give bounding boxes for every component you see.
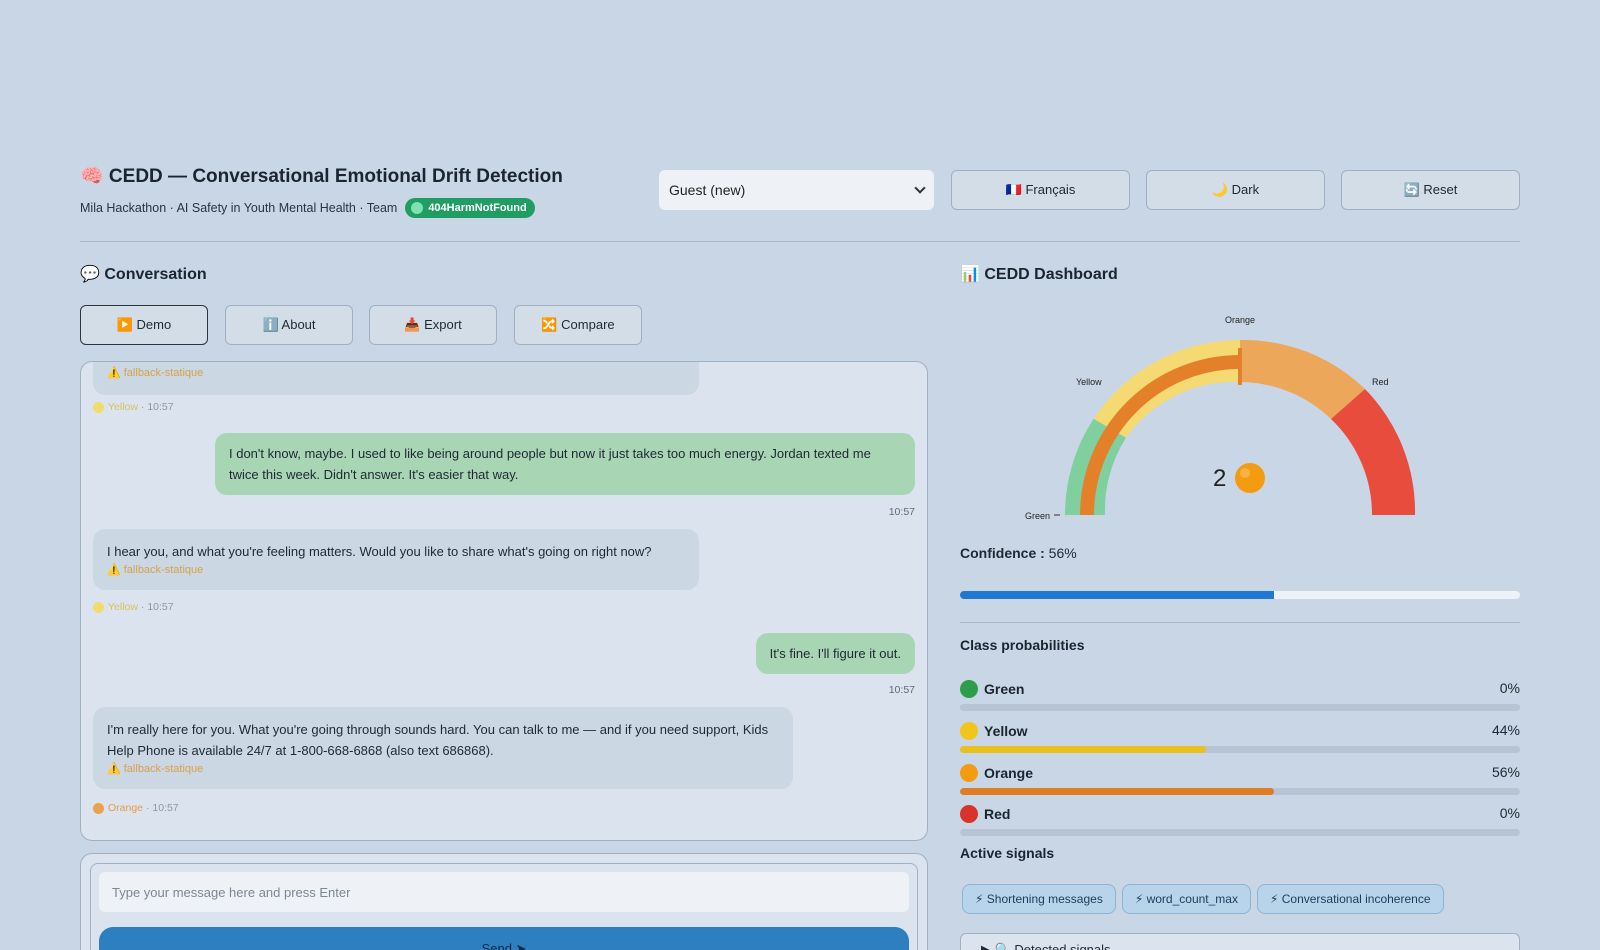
language-button[interactable]: 🇫🇷 Français [951, 170, 1130, 210]
risk-gauge: Green Yellow Orange Red 2 [1025, 315, 1416, 521]
prob-bar-fill [960, 746, 1207, 753]
orange-circle-highlight [1240, 468, 1250, 478]
conversation-title: 💬 Conversation [80, 266, 207, 283]
bot-message: I hear you, and what you're feeling matt… [93, 529, 699, 590]
gauge-label-yellow: Yellow [1076, 377, 1102, 387]
prob-bar [960, 746, 1520, 753]
detected-signals-accordion[interactable]: ▶ 🔍 Detected signals [960, 933, 1520, 950]
prob-label: Yellow [984, 723, 1028, 739]
prob-value: 0% [1499, 680, 1520, 696]
signal-list: ⚡ Shortening messages ⚡ word_count_max ⚡… [962, 884, 1444, 914]
message-time: 10:57 [152, 802, 179, 814]
confidence-text: Confidence : 56% [960, 545, 1077, 561]
confidence-value: 56% [1048, 545, 1077, 561]
prob-value: 0% [1499, 805, 1520, 821]
user-select[interactable]: Guest (new) [659, 170, 934, 210]
message-time: 10:57 [147, 601, 174, 613]
page-subtitle: Mila Hackathon · AI Safety in Youth Ment… [80, 198, 535, 218]
message-meta: Orange · 10:57 [93, 802, 179, 814]
prob-bar-fill [960, 788, 1274, 795]
prob-label: Green [984, 681, 1025, 697]
message-time: 10:57 [147, 401, 174, 413]
prob-label: Red [984, 806, 1011, 822]
team-badge-label: 404HarmNotFound [428, 202, 527, 214]
green-circle-icon [960, 680, 978, 698]
user-select-value: Guest (new) [669, 182, 746, 198]
prob-value: 56% [1491, 764, 1520, 780]
dashboard-title: 📊 CEDD Dashboard [960, 266, 1118, 283]
gauge-value: 2 [1213, 465, 1226, 492]
signal-chip: ⚡ Shortening messages [962, 884, 1116, 914]
orange-circle-icon [1235, 463, 1265, 493]
bot-message: I'm really here for you. What you're goi… [93, 707, 793, 789]
team-logo-icon [411, 202, 424, 214]
message-input[interactable] [99, 872, 909, 912]
tab-demo[interactable]: ▶️ Demo [80, 305, 208, 345]
user-message: I don't know, maybe. I used to like bein… [215, 433, 915, 495]
composer: Send ➤ [80, 853, 928, 950]
chat-panel[interactable]: ⚠️ fallback-statique Yellow · 10:57 I do… [80, 361, 928, 841]
signal-chip: ⚡ word_count_max [1121, 884, 1251, 914]
message-level: Orange [108, 802, 144, 814]
active-signals-title: Active signals [960, 845, 1055, 861]
prob-bar [960, 704, 1520, 711]
tab-about[interactable]: ℹ️ About [225, 305, 353, 345]
bot-message: ⚠️ fallback-statique [93, 362, 699, 395]
gauge-value-arc [1080, 355, 1241, 516]
signal-chip: ⚡ Conversational incoherence [1256, 884, 1444, 914]
chevron-down-icon [914, 182, 926, 194]
gauge-label-orange: Orange [1225, 315, 1255, 325]
prob-value: 44% [1491, 722, 1520, 738]
prob-bar [960, 788, 1520, 795]
app-header: 🧠 CEDD — Conversational Emotional Drift … [80, 160, 1520, 242]
composer-inner: Send ➤ [90, 863, 918, 950]
yellow-dot-icon [93, 601, 104, 613]
divider [960, 622, 1520, 623]
confidence-label: Confidence : [960, 545, 1045, 561]
page-title: 🧠 CEDD — Conversational Emotional Drift … [80, 166, 563, 187]
message-meta: Yellow · 10:57 [93, 401, 174, 413]
gauge-label-red: Red [1372, 377, 1389, 387]
message-time: 10:57 [888, 684, 915, 696]
user-message: It's fine. I'll figure it out. [755, 633, 915, 674]
subtitle-text: Mila Hackathon · AI Safety in Youth Ment… [80, 201, 398, 215]
message-meta: Yellow · 10:57 [93, 601, 174, 613]
class-probabilities-title: Class probabilities [960, 637, 1085, 653]
confidence-bar-fill [960, 591, 1274, 599]
gauge-zone-red [1331, 389, 1416, 515]
fallback-tag: ⚠️ fallback-statique [107, 763, 204, 775]
orange-dot-icon [93, 802, 104, 814]
gauge-label-green: Green [1025, 511, 1060, 521]
message-time: 10:57 [888, 506, 915, 518]
fallback-tag: ⚠️ fallback-statique [107, 367, 204, 379]
send-button[interactable]: Send ➤ [99, 927, 909, 950]
reset-button[interactable]: 🔄 Reset [1341, 170, 1520, 210]
orange-circle-icon [960, 764, 978, 782]
team-badge: 404HarmNotFound [405, 198, 535, 218]
gauge-label-green-text: Green [1025, 511, 1050, 521]
tab-export[interactable]: 📥 Export [369, 305, 497, 345]
message-level: Yellow [108, 401, 138, 413]
theme-button[interactable]: 🌙 Dark [1146, 170, 1325, 210]
gauge-zone-orange [1240, 339, 1365, 419]
confidence-bar [960, 591, 1520, 599]
red-circle-icon [960, 805, 978, 823]
bot-message-text: I hear you, and what you're feeling matt… [107, 544, 652, 559]
prob-bar [960, 829, 1520, 836]
prob-label: Orange [984, 765, 1034, 781]
yellow-dot-icon [93, 401, 104, 413]
bot-message-text: I'm really here for you. What you're goi… [107, 722, 769, 758]
message-level: Yellow [108, 601, 138, 613]
yellow-circle-icon [960, 722, 978, 740]
tab-compare[interactable]: 🔀 Compare [514, 305, 642, 345]
fallback-tag: ⚠️ fallback-statique [107, 564, 204, 576]
